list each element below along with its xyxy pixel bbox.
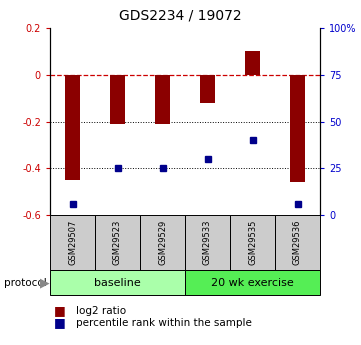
Text: ■: ■	[54, 316, 66, 329]
Text: GSM29523: GSM29523	[113, 220, 122, 265]
Bar	[275, 215, 320, 270]
Bar	[140, 215, 185, 270]
Text: GSM29536: GSM29536	[293, 220, 302, 265]
Text: GSM29529: GSM29529	[158, 220, 167, 265]
Text: protocol: protocol	[4, 277, 46, 287]
Text: ▶: ▶	[40, 276, 50, 289]
Text: baseline: baseline	[94, 277, 141, 287]
Bar	[65, 75, 81, 180]
Text: GDS2234 / 19072: GDS2234 / 19072	[119, 9, 242, 23]
Bar	[50, 270, 185, 295]
Bar	[185, 215, 230, 270]
Bar	[155, 75, 170, 124]
Bar	[110, 75, 125, 124]
Bar	[50, 215, 95, 270]
Text: log2 ratio: log2 ratio	[76, 306, 126, 316]
Bar	[185, 270, 320, 295]
Bar	[95, 215, 140, 270]
Bar	[230, 215, 275, 270]
Text: GSM29533: GSM29533	[203, 220, 212, 265]
Text: percentile rank within the sample: percentile rank within the sample	[76, 318, 252, 328]
Bar	[245, 51, 260, 75]
Bar	[290, 75, 305, 182]
Text: GSM29535: GSM29535	[248, 220, 257, 265]
Text: GSM29507: GSM29507	[68, 220, 77, 265]
Text: 20 wk exercise: 20 wk exercise	[211, 277, 294, 287]
Text: ■: ■	[54, 305, 66, 317]
Bar	[200, 75, 216, 103]
